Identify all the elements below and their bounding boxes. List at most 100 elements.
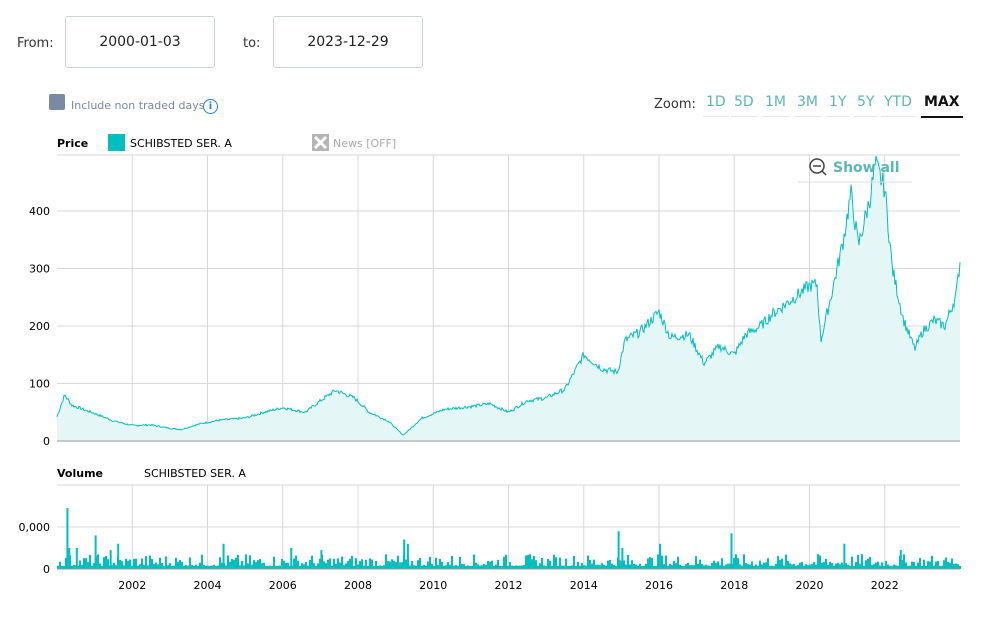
volume-bar <box>335 563 337 569</box>
zoom-5y-button[interactable]: 5Y <box>854 94 878 117</box>
volume-bar <box>461 563 463 569</box>
volume-bar <box>355 558 357 569</box>
volume-bar <box>787 561 789 569</box>
volume-bar <box>691 565 693 569</box>
volume-bar <box>433 565 435 569</box>
volume-bar <box>609 559 611 569</box>
volume-bar <box>547 558 549 569</box>
volume-bar <box>349 558 351 569</box>
zoom-3m-button[interactable]: 3M <box>794 94 821 117</box>
x-tick-label: 2006 <box>269 579 297 592</box>
volume-bar <box>837 562 839 569</box>
volume-bar <box>143 565 145 569</box>
volume-bar <box>325 563 327 569</box>
volume-bar <box>219 557 221 569</box>
volume-bar <box>939 565 941 569</box>
volume-bar <box>107 559 109 569</box>
price-line[interactable] <box>56 155 961 436</box>
volume-bar <box>597 564 599 569</box>
volume-bar <box>711 563 713 569</box>
volume-bar <box>113 562 115 569</box>
news-toggle-label[interactable]: News [OFF] <box>333 137 396 150</box>
volume-bar <box>123 565 125 569</box>
volume-bar <box>307 565 309 569</box>
x-tick-label: 2004 <box>194 579 222 592</box>
non-traded-days-checkbox[interactable] <box>49 94 65 110</box>
zoom-out-icon[interactable] <box>809 158 825 174</box>
volume-bar <box>331 565 333 569</box>
volume-bar <box>359 561 361 569</box>
volume-bar <box>841 562 843 569</box>
volume-bar <box>747 564 749 569</box>
volume-bar <box>181 561 183 569</box>
volume-bar <box>333 558 335 569</box>
zoom-1m-button[interactable]: 1M <box>762 94 789 117</box>
from-date-input[interactable]: 2000-01-03 <box>65 16 215 68</box>
volume-bar <box>743 554 745 569</box>
volume-bar <box>521 565 523 569</box>
volume-bar <box>193 565 195 569</box>
volume-bar <box>261 563 263 569</box>
volume-bar <box>77 565 79 569</box>
volume-bar <box>139 564 141 569</box>
volume-bar <box>221 562 223 569</box>
volume-bar <box>163 565 165 569</box>
volume-bar <box>485 564 487 569</box>
volume-bar <box>475 562 477 569</box>
volume-bar <box>571 565 573 569</box>
volume-bar <box>267 565 269 569</box>
volume-bar <box>145 556 147 569</box>
volume-bar <box>645 563 647 569</box>
volume-legend-series: SCHIBSTED SER. A <box>144 467 246 480</box>
volume-bar <box>945 557 947 569</box>
volume-bar <box>723 565 725 569</box>
zoom-1d-button[interactable]: 1D <box>703 94 729 117</box>
volume-bar <box>739 564 741 569</box>
volume-bar <box>897 565 899 569</box>
volume-bar <box>301 563 303 569</box>
volume-bar <box>127 560 129 569</box>
volume-bar <box>155 562 157 569</box>
volume-bar <box>61 565 63 569</box>
to-date-input[interactable]: 2023-12-29 <box>273 16 423 68</box>
volume-bar <box>561 565 563 569</box>
volume-bar <box>323 561 325 569</box>
price-legend-series[interactable]: SCHIBSTED SER. A <box>130 137 232 150</box>
price-tick-label: 100 <box>29 378 50 391</box>
volume-bar <box>101 565 103 569</box>
zoom-ytd-button[interactable]: YTD <box>881 94 915 117</box>
volume-bar <box>303 564 305 569</box>
volume-bar <box>881 562 883 569</box>
info-icon[interactable]: i <box>203 99 218 114</box>
zoom-1y-button[interactable]: 1Y <box>826 94 850 117</box>
volume-bar <box>675 562 677 569</box>
zoom-5d-button[interactable]: 5D <box>731 94 757 117</box>
volume-bar <box>907 565 909 569</box>
x-tick-label: 2018 <box>720 579 748 592</box>
volume-bar <box>601 563 603 569</box>
volume-bar <box>527 555 529 569</box>
to-label: to: <box>243 36 261 51</box>
volume-bar <box>507 565 509 569</box>
volume-bar <box>957 564 959 569</box>
zoom-max-button[interactable]: MAX <box>921 94 963 118</box>
volume-bar <box>175 557 177 569</box>
series-swatch[interactable] <box>108 134 125 151</box>
volume-bar <box>577 561 579 569</box>
volume-bar <box>859 563 861 569</box>
volume-bar <box>525 555 527 569</box>
volume-spike-bar <box>617 531 620 569</box>
volume-bar <box>467 565 469 569</box>
volume-bar <box>875 562 877 569</box>
volume-bar <box>669 563 671 569</box>
volume-bar <box>257 560 259 569</box>
volume-bar <box>81 565 83 569</box>
volume-bar <box>305 562 307 569</box>
volume-bar <box>517 565 519 569</box>
volume-spike-bar <box>403 539 406 569</box>
volume-bar <box>755 564 757 569</box>
volume-bar <box>391 559 393 569</box>
show-all-button[interactable]: Show all <box>833 160 900 176</box>
volume-bar <box>821 562 823 569</box>
volume-bar <box>667 565 669 569</box>
